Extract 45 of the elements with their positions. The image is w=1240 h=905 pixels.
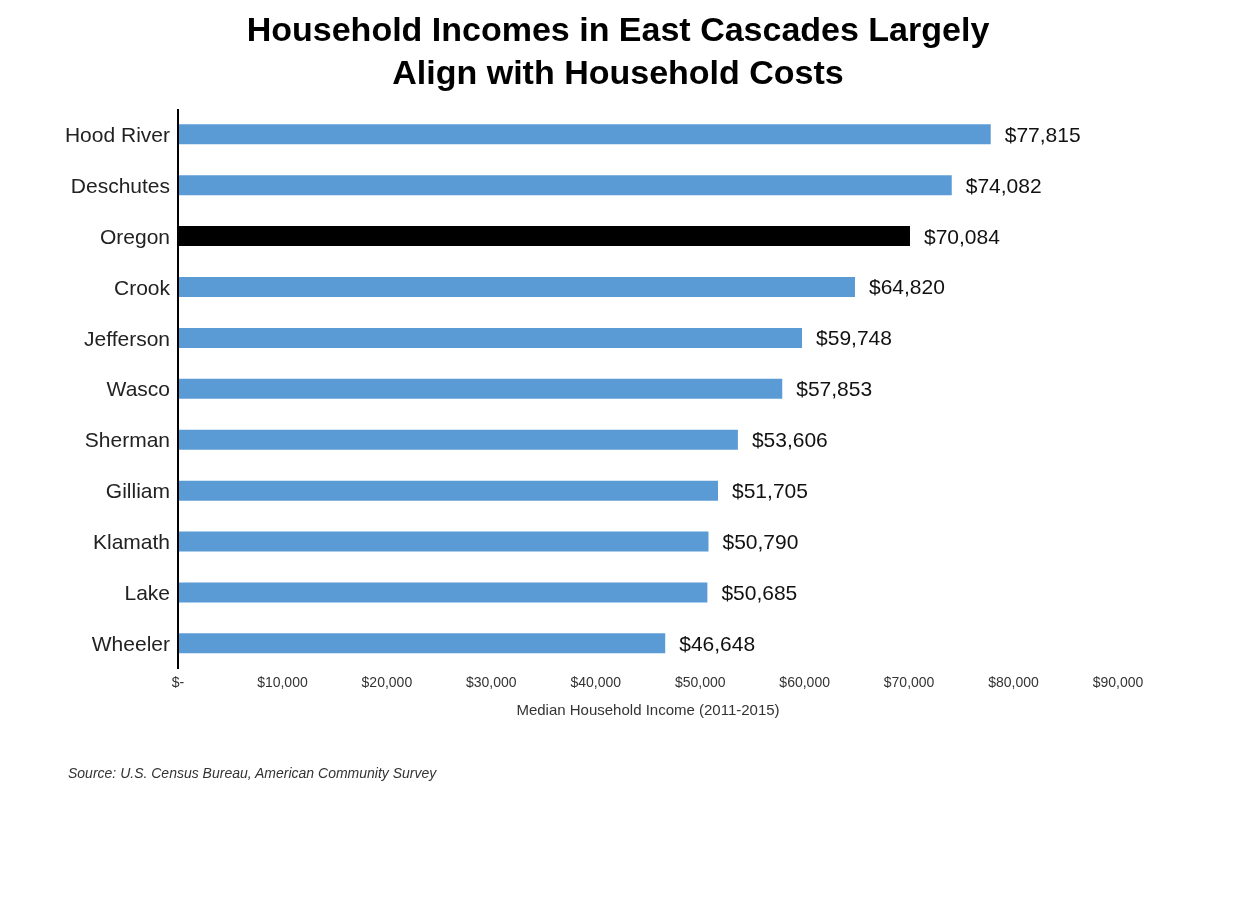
x-tick-label: $10,000 bbox=[257, 673, 308, 690]
data-label: $70,084 bbox=[923, 224, 1001, 248]
bar bbox=[178, 277, 856, 297]
data-label: $51,705 bbox=[732, 479, 808, 503]
y-tick-label: Oregon bbox=[99, 224, 170, 248]
y-tick-label: Deschutes bbox=[70, 173, 170, 197]
data-label: $74,082 bbox=[965, 173, 1042, 197]
x-tick-label: $30,000 bbox=[466, 673, 517, 690]
bar bbox=[178, 124, 991, 145]
data-label: $77,815 bbox=[1004, 122, 1081, 146]
bar bbox=[178, 175, 952, 196]
x-tick-label: $20,000 bbox=[361, 673, 413, 690]
x-tick-label: $40,000 bbox=[570, 673, 622, 690]
data-label: $50,685 bbox=[721, 580, 798, 604]
y-tick-label: Gilliam bbox=[105, 479, 170, 503]
source-note: Source: U.S. Census Bureau, American Community Survey bbox=[68, 765, 438, 781]
x-tick-label: $50,000 bbox=[674, 673, 726, 690]
chart-title: Household Incomes in East Cascades Largely Align with Household Costs bbox=[245, 9, 991, 93]
data-label: $59,748 bbox=[816, 326, 892, 350]
bar bbox=[178, 633, 666, 654]
x-tick-label: $- bbox=[171, 673, 185, 690]
y-tick-label: Wasco bbox=[106, 377, 170, 401]
data-label: $53,606 bbox=[751, 428, 828, 452]
bar bbox=[178, 531, 709, 552]
x-tick-label: $90,000 bbox=[1092, 673, 1144, 690]
data-label: $46,648 bbox=[679, 631, 756, 655]
y-tick-label: Lake bbox=[124, 581, 170, 605]
x-tick-label: $60,000 bbox=[779, 673, 831, 690]
data-label: $50,790 bbox=[722, 530, 799, 553]
y-tick-label: Crook bbox=[113, 275, 171, 299]
x-tick-label: $80,000 bbox=[988, 673, 1040, 690]
y-tick-label: Hood River bbox=[64, 122, 170, 146]
bar bbox=[178, 429, 738, 450]
data-label: $64,820 bbox=[869, 275, 945, 299]
bar bbox=[178, 378, 783, 399]
bar bbox=[178, 582, 708, 603]
y-tick-label: Klamath bbox=[92, 530, 170, 554]
x-tick-label: $70,000 bbox=[883, 673, 935, 690]
bar bbox=[178, 327, 803, 348]
y-tick-label: Wheeler bbox=[91, 632, 170, 655]
y-tick-label: Sherman bbox=[84, 428, 170, 452]
x-axis-title: Median Household Income (2011-2015) bbox=[516, 701, 780, 718]
data-label: $57,853 bbox=[796, 377, 873, 401]
y-tick-label: Jefferson bbox=[84, 326, 170, 350]
bar bbox=[178, 480, 719, 501]
